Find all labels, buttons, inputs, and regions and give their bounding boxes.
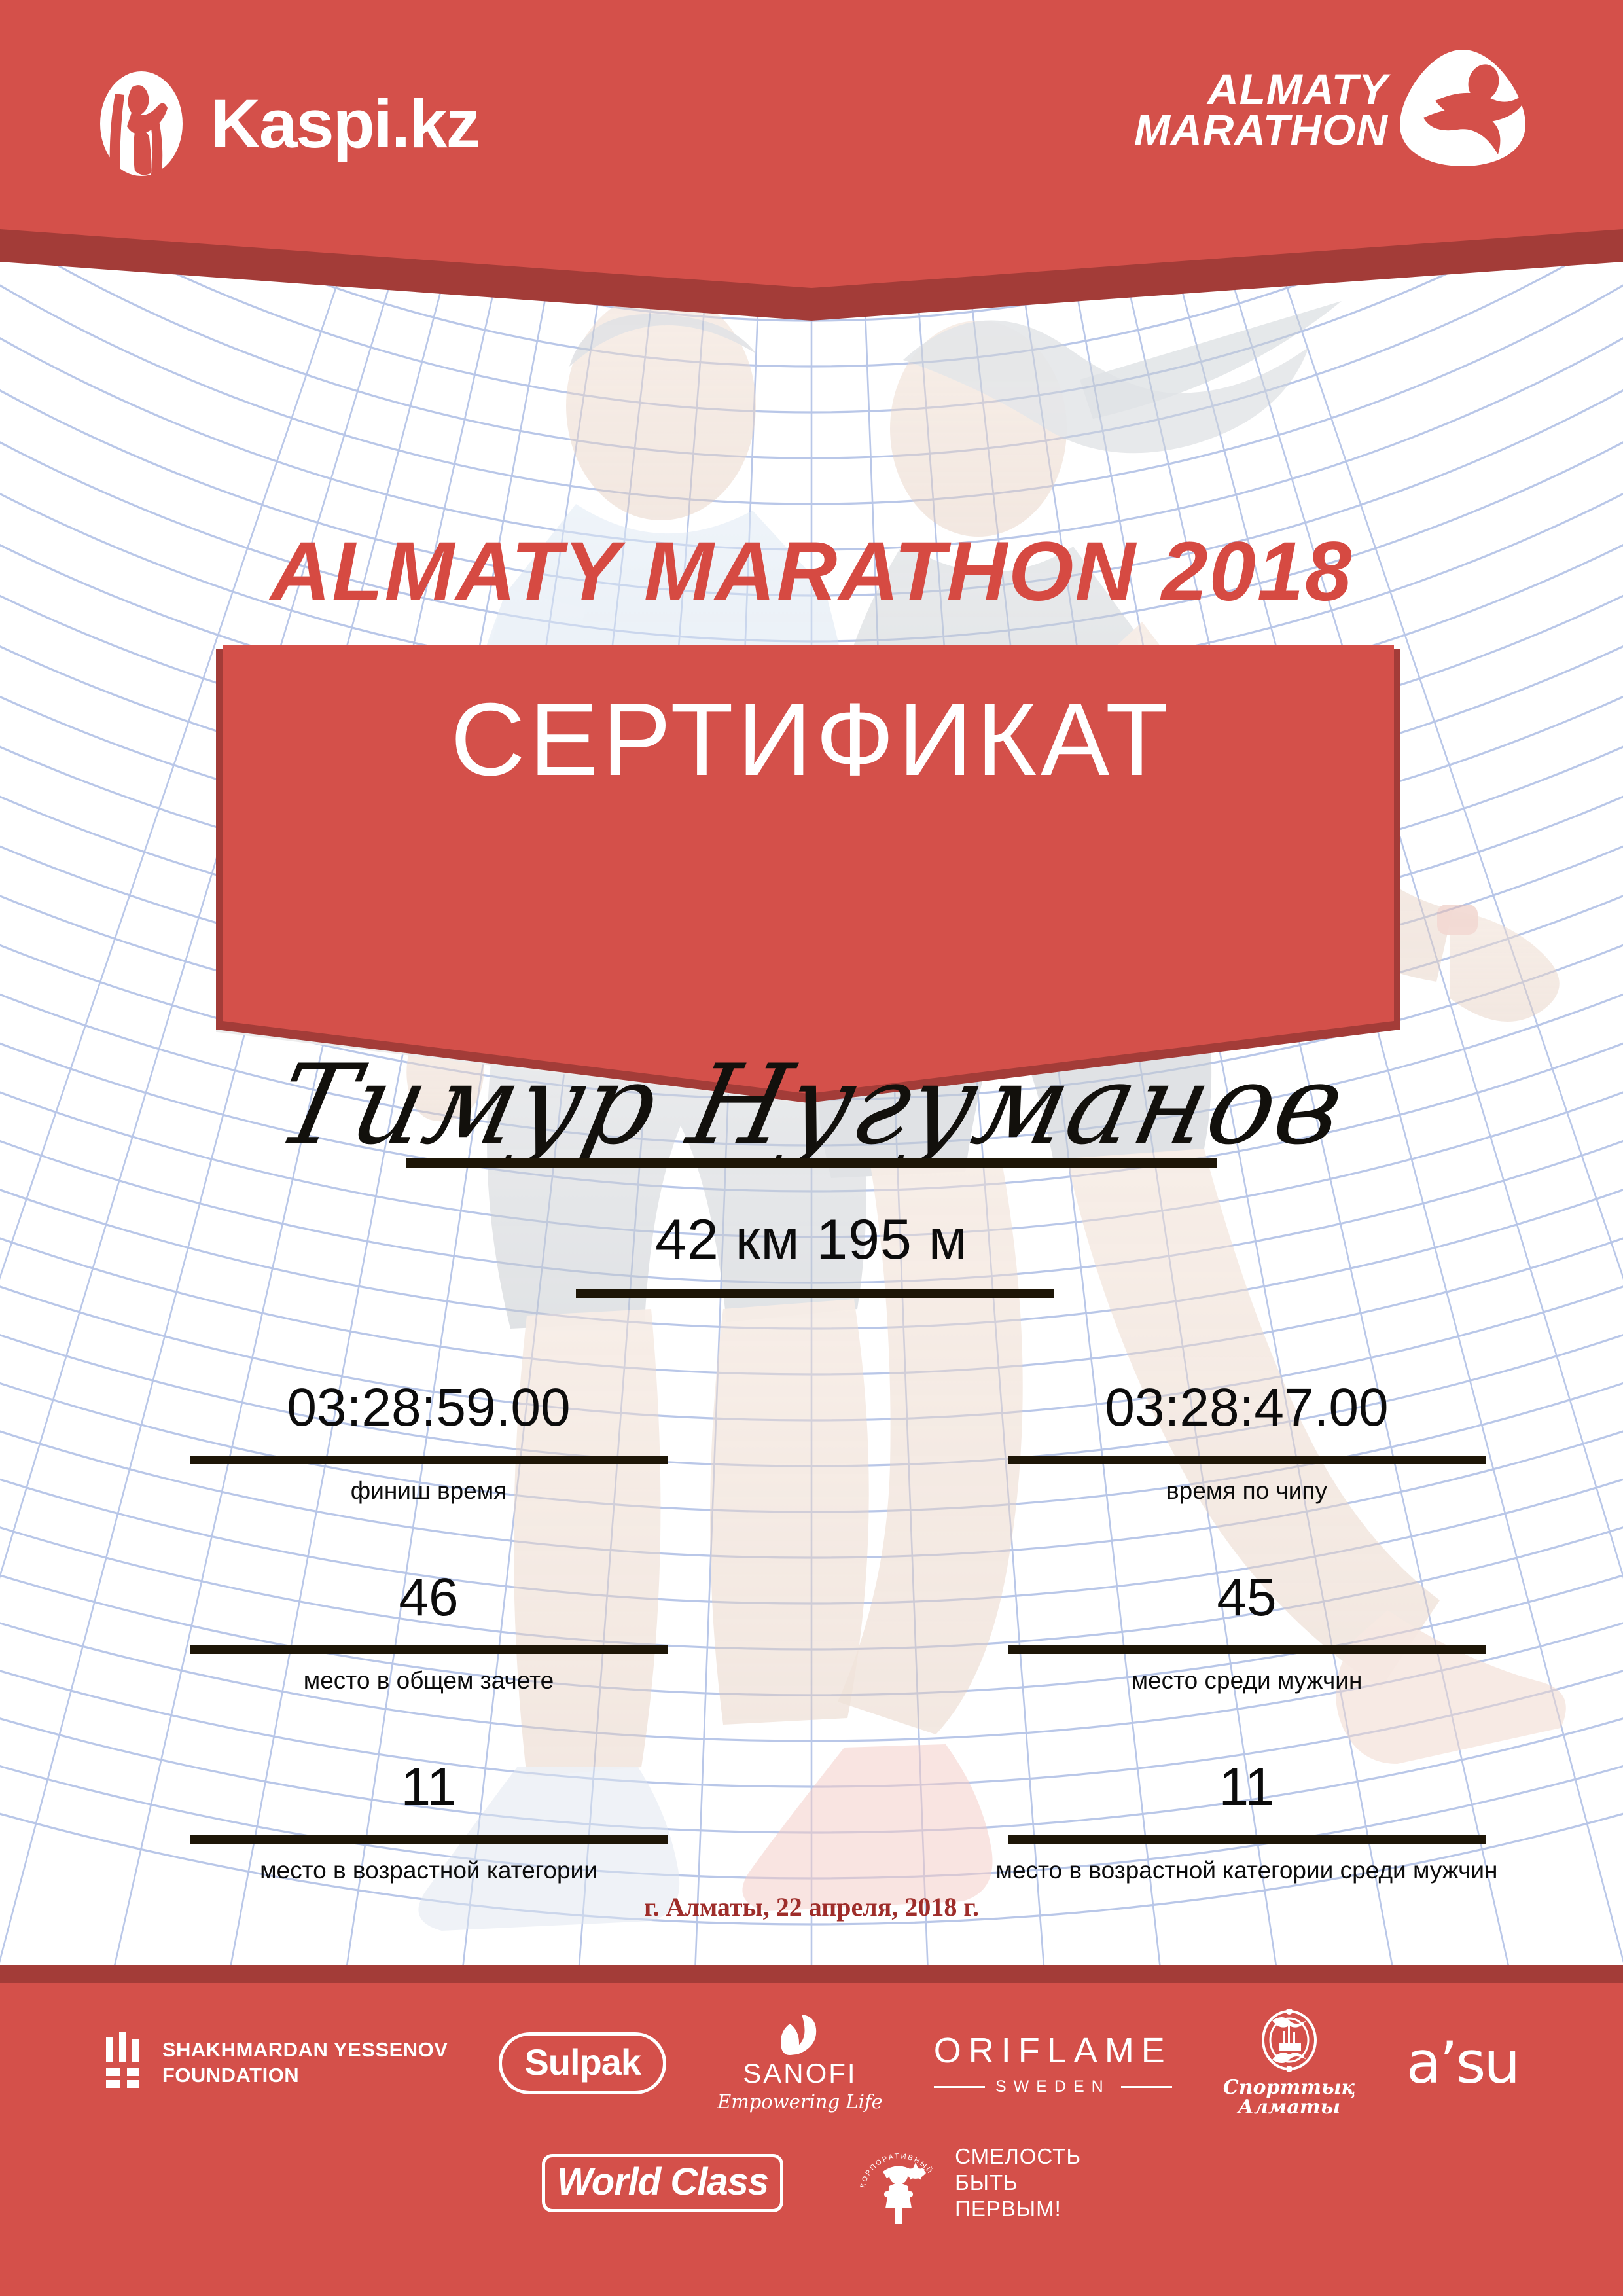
result-value: 11 <box>1219 1757 1275 1817</box>
smelost-label: СМЕЛОСТЬ БЫТЬ ПЕРВЫМ! <box>955 2144 1081 2223</box>
result-value: 46 <box>399 1568 459 1627</box>
result-rule <box>1008 1456 1486 1464</box>
oriflame-sub: SWEDEN <box>933 2077 1172 2096</box>
result-finish-time: 03:28:59.00 финиш время <box>0 1368 812 1558</box>
result-rule <box>1008 1835 1486 1844</box>
sulpak-wordmark: Sulpak <box>499 2032 667 2094</box>
result-label: место в общем зачете <box>303 1667 554 1694</box>
kaspi-wordmark: Kaspi.kz <box>211 85 480 162</box>
participant-name: Тимур Нугуманов <box>266 1041 1357 1169</box>
sport-almaty-label: Спорттық Алматы <box>1223 2078 1355 2117</box>
sanofi-wordmark: SANOFI <box>743 2058 857 2089</box>
result-value: 45 <box>1217 1568 1277 1627</box>
distance-rule <box>576 1289 1054 1298</box>
participant-name-rule <box>406 1158 1217 1168</box>
distance-value: 42 км 195 м <box>655 1208 968 1271</box>
world-class-wordmark: World Class <box>542 2153 784 2212</box>
result-value: 03:28:47.00 <box>1105 1378 1389 1437</box>
sponsor-world-class: World Class <box>542 2153 784 2212</box>
sanofi-tagline: Empowering Life <box>717 2090 883 2113</box>
result-label: место в возрастной категории среди мужчи… <box>995 1857 1498 1884</box>
sponsors-footer: SHAKHMARDAN YESSENOV FOUNDATION Sulpak S… <box>0 1965 1623 2296</box>
kaspi-logo: Kaspi.kz <box>98 69 480 183</box>
result-value: 11 <box>401 1757 457 1817</box>
result-rule <box>1008 1645 1486 1654</box>
result-value: 03:28:59.00 <box>287 1378 571 1437</box>
sport-almaty-emblem-icon <box>1259 2008 1319 2077</box>
oriflame-wordmark: ORIFLAME <box>933 2030 1172 2070</box>
smelost-emblem-icon: КОРПОРАТИВНЫЙ ФОНД <box>852 2134 940 2225</box>
result-chip-time: 03:28:47.00 время по чипу <box>812 1368 1623 1558</box>
sponsor-row-secondary: World Class КОРПОРАТИВНЫЙ ФОНД <box>0 2114 1623 2232</box>
oriflame-dash-right <box>1120 2085 1172 2088</box>
yessenov-foundation-label: SHAKHMARDAN YESSENOV FOUNDATION <box>162 2037 448 2089</box>
smelost-line1: СМЕЛОСТЬ <box>955 2144 1081 2168</box>
sponsor-sport-almaty: Спорттық Алматы <box>1223 2008 1355 2117</box>
almaty-marathon-line1: ALMATY <box>1207 65 1388 114</box>
oriflame-country: SWEDEN <box>995 2077 1111 2096</box>
participant-name-block: Тимур Нугуманов <box>0 1041 1623 1169</box>
result-label: время по чипу <box>1166 1477 1327 1504</box>
sponsor-sanofi: SANOFI Empowering Life <box>717 2013 883 2113</box>
almaty-marathon-logo: ALMATY MARATHON <box>1133 46 1529 173</box>
event-title: ALMATY MARATHON 2018 <box>270 525 1353 619</box>
page-header: Kaspi.kz ALMATY MARATHON <box>0 0 1623 367</box>
almaty-marathon-line2: MARATHON <box>1133 105 1388 154</box>
sa-line2: Алматы <box>1238 2096 1341 2119</box>
yf-line2: FOUNDATION <box>162 2064 300 2087</box>
sponsor-row-primary: SHAKHMARDAN YESSENOV FOUNDATION Sulpak S… <box>0 1983 1623 2117</box>
runner-emblem-icon <box>1397 46 1529 173</box>
document-type-label: СЕРТИФИКАТ <box>450 682 1173 797</box>
asu-wordmark: a’su <box>1406 2029 1521 2096</box>
yessenov-foundation-mark-icon <box>105 2032 145 2094</box>
result-label: место в возрастной категории <box>260 1857 597 1884</box>
kaspi-mark-icon <box>98 69 185 183</box>
sanofi-mark-icon <box>779 2013 820 2056</box>
sponsor-smelost-byt-pervym: КОРПОРАТИВНЫЙ ФОНД СМЕЛОСТЬ БЫТЬ ПЕРВЫМ! <box>852 2134 1081 2225</box>
result-label: финиш время <box>350 1477 507 1504</box>
result-label: место среди мужчин <box>1131 1667 1363 1694</box>
result-men-place: 45 место среди мужчин <box>812 1558 1623 1748</box>
sponsor-oriflame: ORIFLAME SWEDEN <box>934 2030 1172 2096</box>
sponsor-yessenov-foundation: SHAKHMARDAN YESSENOV FOUNDATION <box>105 2032 448 2094</box>
result-rule <box>190 1456 668 1464</box>
place-and-date: г. Алматы, 22 апреля, 2018 г. <box>643 1892 980 1922</box>
certificate-banner: СЕРТИФИКАТ <box>216 645 1407 1103</box>
sponsor-asu: a’su <box>1406 2029 1521 2096</box>
distance-block: 42 км 195 м <box>0 1208 1623 1272</box>
result-overall-place: 46 место в общем зачете <box>0 1558 812 1748</box>
smelost-line3: ПЕРВЫМ! <box>955 2197 1061 2221</box>
yf-line1: SHAKHMARDAN YESSENOV <box>162 2038 448 2062</box>
oriflame-dash-left <box>933 2085 985 2088</box>
smelost-line2: БЫТЬ <box>955 2170 1018 2195</box>
result-rule <box>190 1645 668 1654</box>
result-rule <box>190 1835 668 1844</box>
results-grid: 03:28:59.00 финиш время 03:28:47.00 врем… <box>0 1368 1623 1937</box>
sponsor-sulpak: Sulpak <box>499 2032 667 2094</box>
